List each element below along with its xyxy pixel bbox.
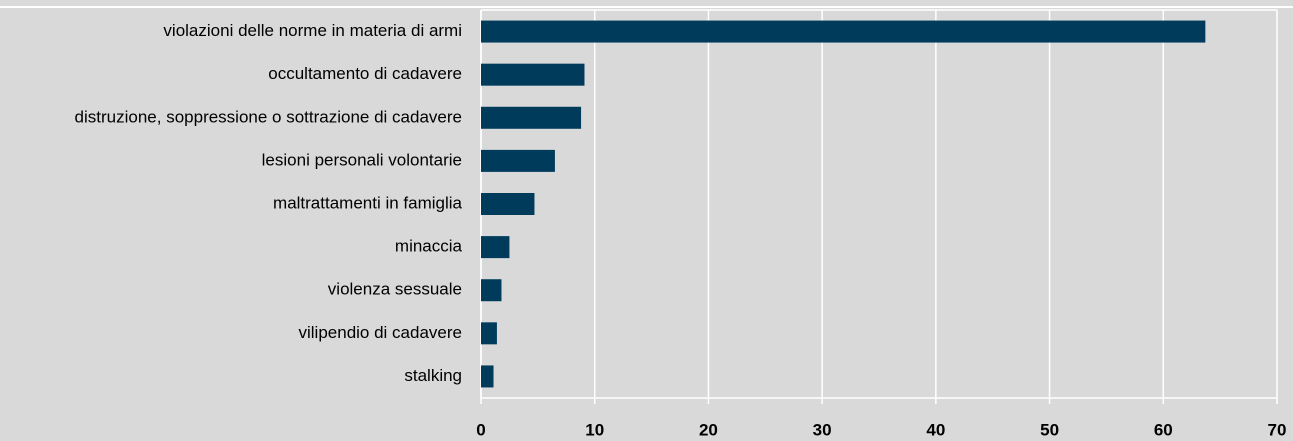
y-tick-label: occultamento di cadavere [268,64,462,83]
bar [481,193,535,215]
bar [481,279,502,302]
x-tick-label: 0 [476,420,485,439]
y-tick-label: violazioni delle norme in materia di arm… [163,21,462,40]
y-tick-label: minaccia [395,237,463,256]
x-tick-label: 10 [585,420,604,439]
y-tick-label: distruzione, soppressione o sottrazione … [75,107,462,126]
bar [481,106,582,129]
x-tick-label: 20 [699,420,718,439]
bar [481,63,585,86]
bar [481,236,510,259]
x-tick-label: 30 [813,420,832,439]
y-tick-label: lesioni personali volontarie [262,150,462,169]
x-tick-label: 50 [1040,420,1059,439]
x-tick-label: 60 [1154,420,1173,439]
bar [481,322,497,345]
y-tick-label: maltrattamenti in famiglia [273,193,463,212]
y-tick-label: stalking [404,366,462,385]
x-tick-label: 40 [926,420,945,439]
bar [481,20,1206,43]
x-tick-label: 70 [1268,420,1287,439]
y-tick-label: vilipendio di cadavere [299,323,463,342]
bar [481,149,555,172]
bar [481,365,494,388]
y-tick-label: violenza sessuale [328,280,462,299]
